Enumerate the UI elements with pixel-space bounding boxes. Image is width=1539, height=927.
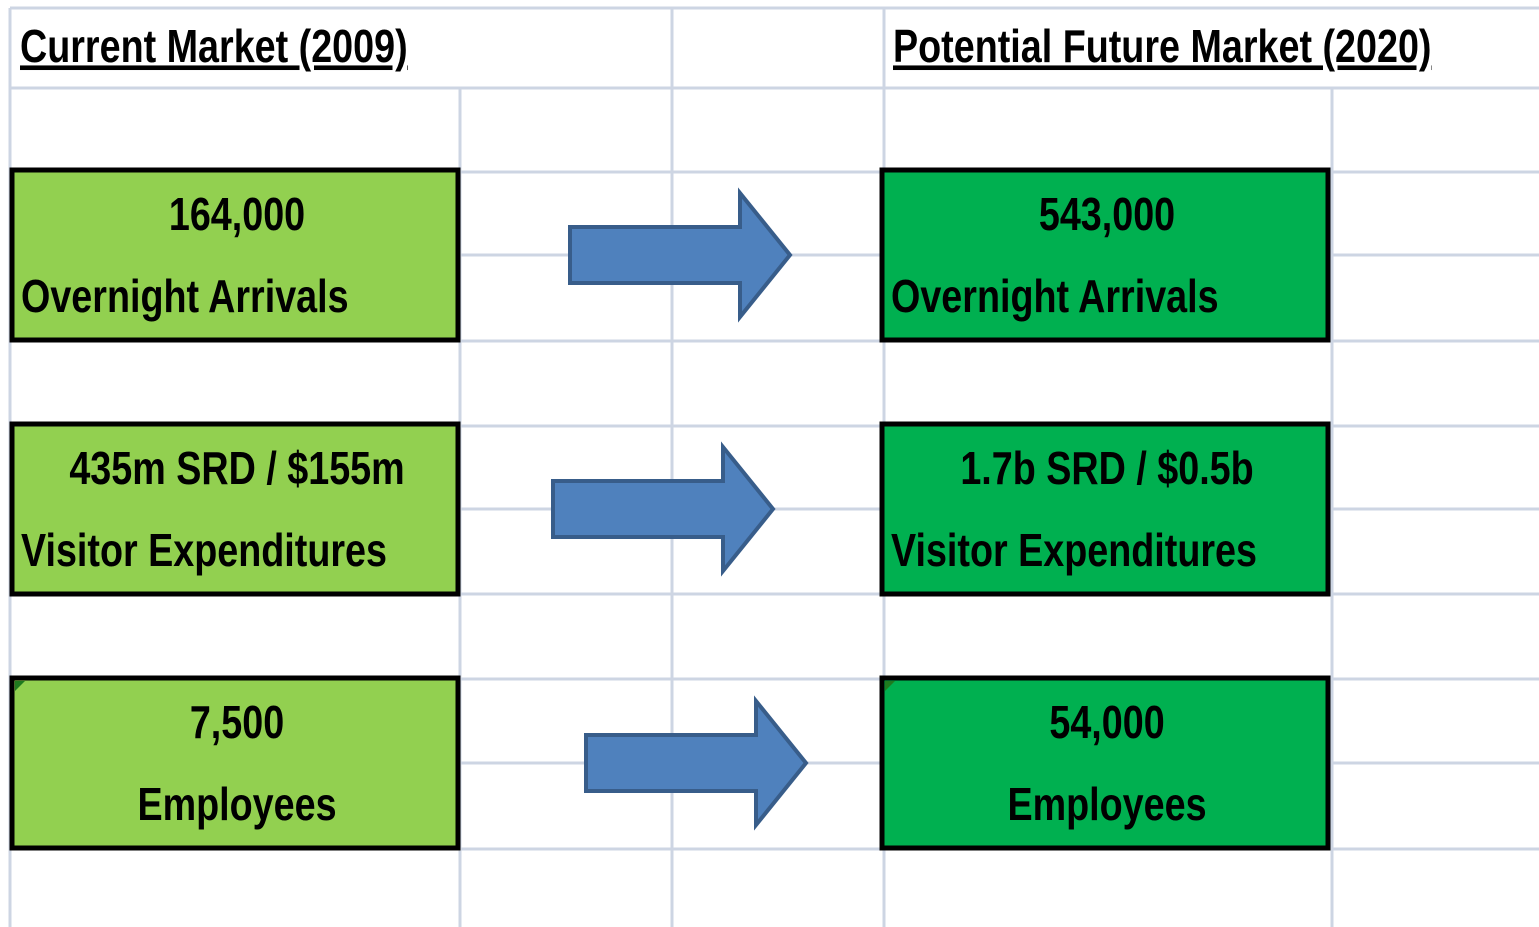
box-value: 1.7b SRD / $0.5b [960, 443, 1253, 494]
box-label-group: Visitor Expenditures [891, 525, 1257, 576]
box-label: Employees [137, 779, 336, 830]
box-value: 435m SRD / $155m [69, 443, 404, 494]
cell-marker [885, 681, 895, 691]
box-value-group: 164,000 [169, 189, 305, 240]
header-group: Current Market (2009) [20, 21, 408, 72]
current-box [9, 421, 461, 597]
future-box [879, 421, 1331, 597]
box-value-group: 7,500 [190, 697, 284, 748]
future-box [879, 167, 1331, 343]
box-value: 543,000 [1039, 189, 1175, 240]
cell-marker [15, 681, 25, 691]
current-header: Current Market (2009) [20, 21, 408, 72]
box-label-group: Employees [137, 779, 336, 830]
box-label-group: Overnight Arrivals [891, 271, 1219, 322]
header-group: Potential Future Market (2020) [893, 21, 1431, 72]
arrow [568, 187, 793, 323]
box-value-group: 54,000 [1049, 697, 1164, 748]
future-box [879, 675, 1331, 851]
box-value-group: 543,000 [1039, 189, 1175, 240]
box-label: Overnight Arrivals [891, 271, 1219, 322]
box-value-group: 1.7b SRD / $0.5b [960, 443, 1253, 494]
future-header: Potential Future Market (2020) [893, 21, 1431, 72]
current-box [9, 675, 461, 851]
box-label: Overnight Arrivals [21, 271, 349, 322]
box-value: 54,000 [1049, 697, 1164, 748]
box-label: Employees [1007, 779, 1206, 830]
box-label: Visitor Expenditures [891, 525, 1257, 576]
box-label-group: Employees [1007, 779, 1206, 830]
box-value: 164,000 [169, 189, 305, 240]
box-label-group: Overnight Arrivals [21, 271, 349, 322]
box-label: Visitor Expenditures [21, 525, 387, 576]
arrow [584, 695, 809, 831]
current-box [9, 167, 461, 343]
arrow [551, 441, 776, 577]
box-value-group: 435m SRD / $155m [69, 443, 404, 494]
box-value: 7,500 [190, 697, 284, 748]
box-label-group: Visitor Expenditures [21, 525, 387, 576]
